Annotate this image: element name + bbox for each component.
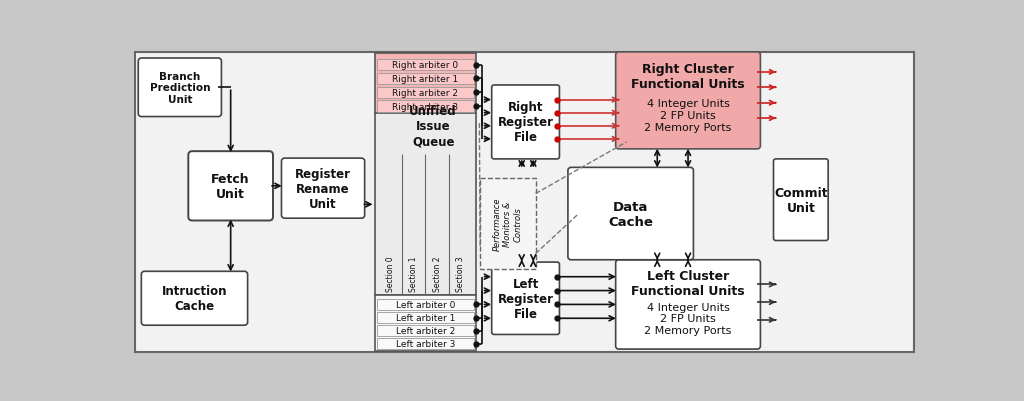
FancyBboxPatch shape: [615, 53, 761, 150]
Text: Performance
Monitors &
Controls: Performance Monitors & Controls: [493, 197, 523, 251]
Text: Right arbiter 3: Right arbiter 3: [392, 102, 459, 111]
FancyBboxPatch shape: [138, 59, 221, 117]
Text: Data
Cache: Data Cache: [608, 200, 653, 228]
Bar: [377, 87, 474, 99]
Text: 4 Integer Units
2 FP Units
2 Memory Ports: 4 Integer Units 2 FP Units 2 Memory Port…: [644, 302, 732, 335]
Bar: [377, 101, 474, 113]
Text: Section 3: Section 3: [457, 256, 465, 292]
Text: Right Cluster
Functional Units: Right Cluster Functional Units: [631, 63, 744, 91]
Bar: [376, 114, 475, 296]
Text: Section 1: Section 1: [410, 256, 418, 292]
Bar: [376, 296, 475, 351]
FancyBboxPatch shape: [282, 159, 365, 219]
Text: Right arbiter 2: Right arbiter 2: [392, 89, 459, 97]
Text: Left Cluster
Functional Units: Left Cluster Functional Units: [631, 269, 744, 297]
Text: Left arbiter 2: Left arbiter 2: [396, 326, 455, 335]
Text: Section 2: Section 2: [433, 256, 441, 292]
Text: Left arbiter 0: Left arbiter 0: [396, 300, 455, 309]
Text: Unified
Issue
Queue: Unified Issue Queue: [410, 105, 457, 148]
FancyBboxPatch shape: [492, 262, 559, 334]
Bar: [376, 54, 475, 114]
Bar: [377, 338, 474, 349]
FancyBboxPatch shape: [492, 86, 559, 160]
Text: Branch
Prediction
Unit: Branch Prediction Unit: [150, 71, 210, 105]
Bar: [377, 325, 474, 336]
Text: Commit
Unit: Commit Unit: [774, 186, 827, 214]
Bar: [377, 60, 474, 71]
Text: Intruction
Cache: Intruction Cache: [162, 285, 227, 312]
FancyBboxPatch shape: [615, 260, 761, 349]
Text: Left
Register
File: Left Register File: [498, 277, 554, 320]
FancyBboxPatch shape: [141, 271, 248, 325]
FancyBboxPatch shape: [568, 168, 693, 260]
FancyBboxPatch shape: [188, 152, 273, 221]
Bar: [480, 179, 536, 269]
Bar: [377, 299, 474, 310]
Text: Right arbiter 1: Right arbiter 1: [392, 75, 459, 84]
Text: Left arbiter 3: Left arbiter 3: [396, 339, 455, 348]
Text: 4 Integer Units
2 FP Units
2 Memory Ports: 4 Integer Units 2 FP Units 2 Memory Port…: [644, 99, 732, 132]
Bar: [377, 73, 474, 85]
Text: Right arbiter 0: Right arbiter 0: [392, 61, 459, 70]
Text: Left arbiter 1: Left arbiter 1: [396, 313, 455, 322]
Text: Fetch
Unit: Fetch Unit: [211, 172, 250, 200]
Text: Section 0: Section 0: [386, 256, 394, 292]
FancyBboxPatch shape: [773, 160, 828, 241]
Text: Register
Rename
Unit: Register Rename Unit: [295, 167, 351, 210]
Bar: [377, 312, 474, 323]
Text: Right
Register
File: Right Register File: [498, 101, 554, 144]
